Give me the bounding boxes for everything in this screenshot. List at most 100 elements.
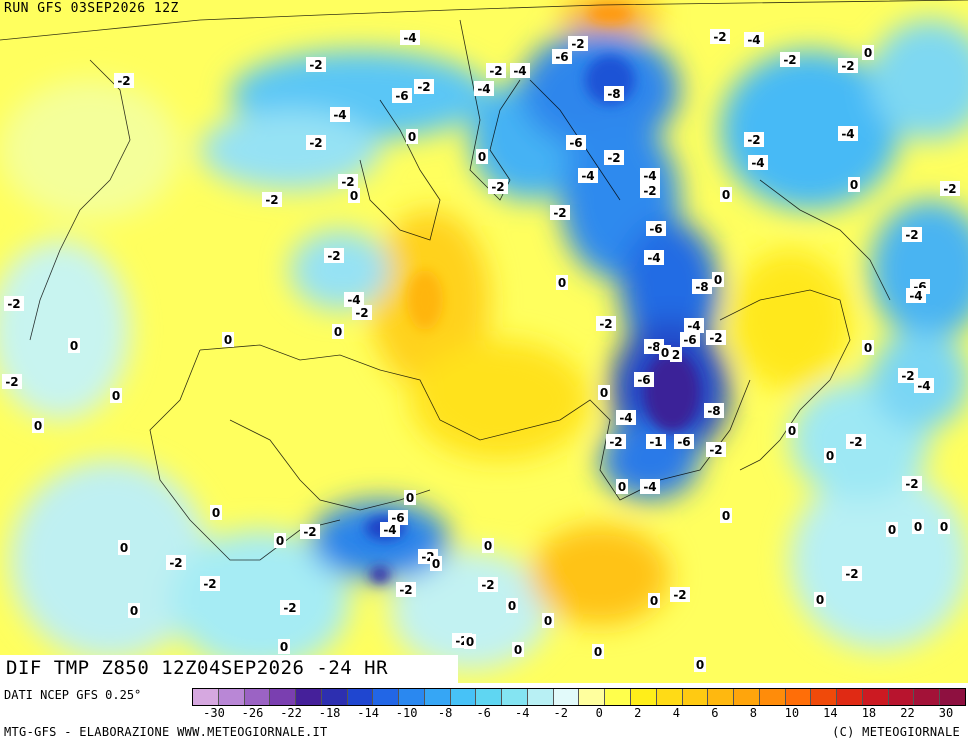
value-label: 0 — [600, 386, 608, 400]
value-label-bg — [604, 86, 624, 101]
value-label: 0 — [334, 325, 342, 339]
value-label: -2 — [747, 133, 760, 147]
value-label-bg — [902, 227, 922, 242]
value-label-bg — [118, 540, 130, 555]
value-label: -1 — [649, 435, 662, 449]
value-label: -2 — [905, 228, 918, 242]
value-label: -2 — [327, 249, 340, 263]
value-label: -4 — [687, 319, 700, 333]
value-label-bg — [388, 510, 408, 525]
value-label: -2 — [399, 583, 412, 597]
value-label-bg — [640, 168, 660, 183]
color-scale — [192, 688, 966, 706]
value-label: -6 — [555, 50, 568, 64]
value-label-bg — [344, 292, 364, 307]
value-label-bg — [710, 29, 730, 44]
value-label: -2 — [673, 588, 686, 602]
scale-swatch — [914, 689, 941, 705]
value-label-bg — [604, 150, 624, 165]
value-label-bg — [542, 613, 554, 628]
scale-swatch — [708, 689, 735, 705]
value-label: 0 — [722, 188, 730, 202]
value-label-bg — [640, 479, 660, 494]
value-label: -2 — [845, 567, 858, 581]
value-label-bg — [780, 52, 800, 67]
value-label: -4 — [643, 169, 656, 183]
value-label-bg — [474, 81, 494, 96]
value-label-bg — [338, 174, 358, 189]
value-label: 0 — [280, 640, 288, 654]
scale-swatch — [527, 689, 554, 705]
value-label: -2 — [341, 175, 354, 189]
value-label-bg — [674, 434, 694, 449]
value-label: -2 — [309, 58, 322, 72]
value-label: -6 — [569, 136, 582, 150]
value-label: 2 — [672, 348, 680, 362]
value-label: 0 — [130, 604, 138, 618]
value-label-bg — [430, 556, 442, 571]
value-label: -8 — [707, 404, 720, 418]
value-labels: -4 -2-6-2 -40-2 -2 -4-2 -2-2 -2-6 -4 -8-40-2 -6 -2… — [2, 29, 960, 672]
value-label: 0 — [224, 333, 232, 347]
value-label-bg — [814, 592, 826, 607]
scale-swatch — [193, 689, 219, 705]
value-label: -8 — [695, 280, 708, 294]
value-label-bg — [210, 505, 222, 520]
value-label-bg — [262, 192, 282, 207]
value-label-bg — [616, 410, 636, 425]
scale-tick-label: 10 — [784, 706, 800, 720]
value-label-bg — [902, 476, 922, 491]
value-label: -6 — [683, 333, 696, 347]
value-label: 0 — [722, 509, 730, 523]
value-label-bg — [300, 524, 320, 539]
value-label: -4 — [917, 379, 930, 393]
value-label-bg — [606, 434, 626, 449]
value-label-bg — [510, 63, 530, 78]
value-label-bg — [464, 634, 476, 649]
value-label-bg — [616, 479, 628, 494]
value-label-bg — [512, 642, 524, 657]
value-label-bg — [128, 603, 140, 618]
value-label: -6 — [637, 373, 650, 387]
value-label: 0 — [406, 491, 414, 505]
value-label-bg — [598, 385, 610, 400]
scale-swatch — [450, 689, 477, 705]
value-label-bg — [550, 205, 570, 220]
value-label: 0 — [826, 449, 834, 463]
value-label-bg — [306, 135, 326, 150]
scale-swatch — [502, 689, 528, 705]
title-bar — [0, 655, 458, 683]
value-label-bg — [744, 132, 764, 147]
scale-tick-label: 14 — [823, 706, 838, 720]
value-label: -4 — [333, 108, 346, 122]
value-label-bg — [670, 587, 690, 602]
value-label: -2 — [283, 601, 296, 615]
value-label-bg — [488, 179, 508, 194]
value-label-bg — [32, 418, 44, 433]
value-label: -2 — [609, 435, 622, 449]
scale-swatch — [605, 689, 632, 705]
value-label: 0 — [514, 643, 522, 657]
value-label: 0 — [864, 46, 872, 60]
value-label: 0 — [70, 339, 78, 353]
value-label: -2 — [203, 577, 216, 591]
value-label: -4 — [477, 82, 490, 96]
value-label: 0 — [466, 635, 474, 649]
value-label-bg — [846, 434, 866, 449]
value-label-bg — [2, 374, 22, 389]
value-label-bg — [898, 368, 918, 383]
value-label-bg — [646, 221, 666, 236]
value-label-bg — [396, 582, 416, 597]
value-label: -6 — [649, 222, 662, 236]
value-label: -2 — [265, 193, 278, 207]
value-label-bg — [842, 566, 862, 581]
run-title: RUN GFS 03SEP2026 12Z — [4, 1, 179, 16]
value-label-bg — [692, 279, 712, 294]
value-label-bg — [720, 508, 732, 523]
value-label-bg — [596, 316, 616, 331]
value-label-bg — [222, 332, 234, 347]
value-label: -2 — [491, 180, 504, 194]
scale-swatch — [399, 689, 425, 705]
value-label: -2 — [901, 369, 914, 383]
value-label-bg — [552, 49, 572, 64]
